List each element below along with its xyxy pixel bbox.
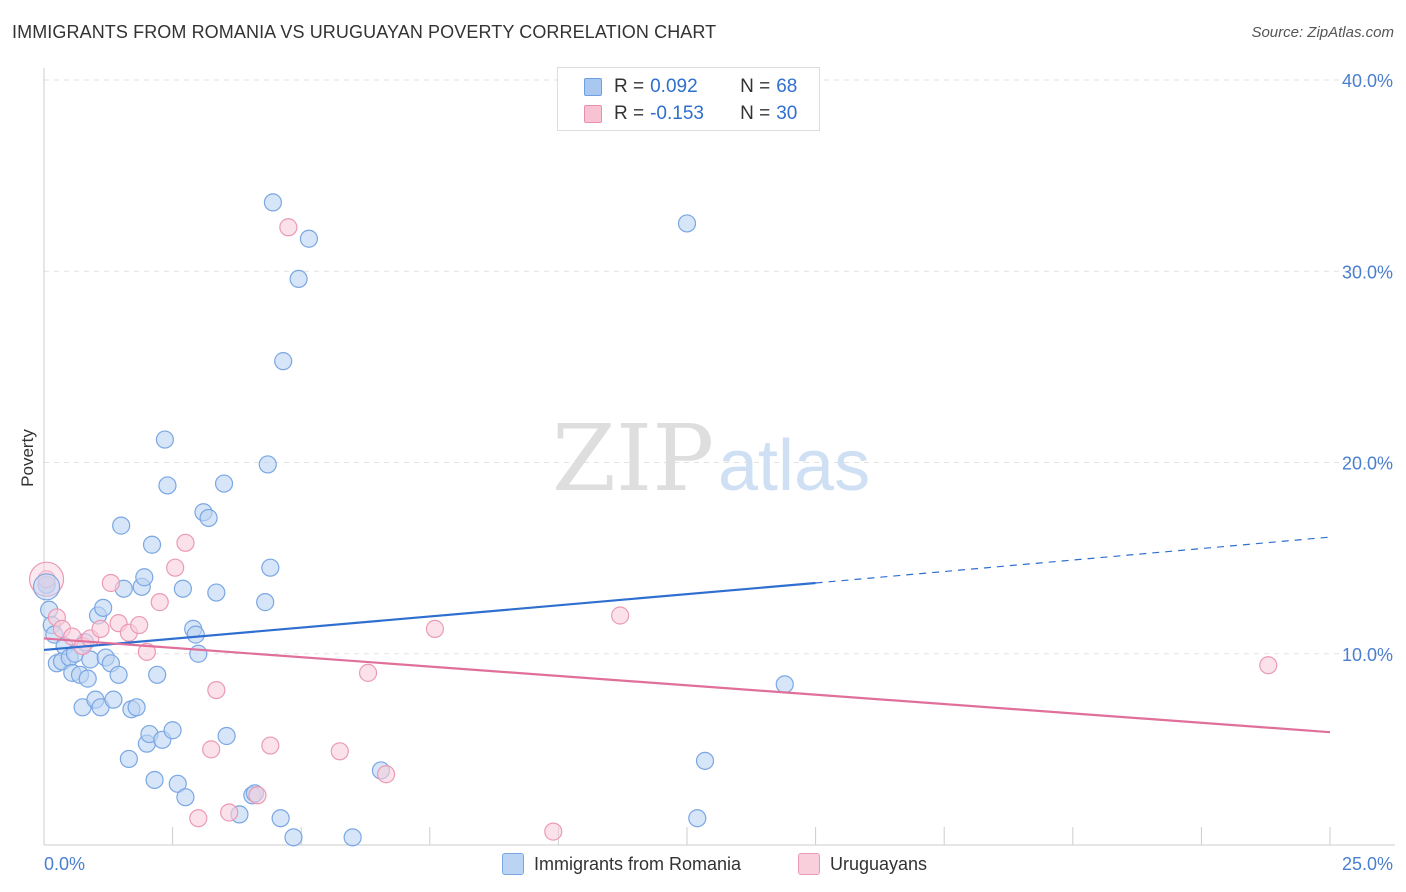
point-uruguayans-15: [189, 809, 208, 828]
point-romania-48: [214, 474, 234, 493]
y-tick-label: 30.0%: [1342, 262, 1393, 282]
point-uruguayans-19: [248, 786, 267, 805]
point-uruguayans-12: [150, 593, 169, 612]
point-uruguayans-18: [220, 803, 239, 822]
bottom-legend-swatch-romania: [502, 853, 524, 875]
point-uruguayans-27: [611, 606, 630, 625]
legend-swatch-romania: [584, 78, 602, 96]
point-romania-27: [127, 698, 146, 717]
point-romania-29: [135, 568, 154, 587]
legend-r-value: -0.153: [650, 103, 704, 124]
tick-labels: 10.0% 20.0% 30.0% 40.0% 0.0% 25.0%: [44, 71, 1393, 874]
legend-n-value: 30: [776, 103, 798, 124]
point-romania-61: [299, 229, 319, 248]
point-uruguayans-14: [176, 533, 195, 552]
point-romania-37: [158, 476, 177, 495]
watermark-atlas: atlas: [718, 426, 870, 506]
bottom-legend-romania: Immigrants from Romania: [502, 850, 741, 878]
point-romania-21: [104, 690, 123, 709]
point-uruguayans-7: [101, 573, 120, 593]
point-romania-34: [148, 665, 167, 684]
point-romania-47: [207, 583, 226, 602]
point-romania-18: [94, 598, 113, 617]
point-uruguayans-16: [202, 740, 221, 759]
point-romania-13: [78, 669, 97, 688]
point-romania-58: [274, 352, 293, 371]
point-romania-22: [109, 665, 128, 684]
point-romania-64: [677, 214, 697, 233]
y-tick-label: 10.0%: [1342, 645, 1393, 665]
point-uruguayans-20: [261, 736, 280, 755]
point-romania-33: [145, 770, 164, 790]
point-romania-40: [173, 579, 192, 598]
point-romania-49: [217, 726, 236, 746]
watermark: ZIP atlas: [552, 405, 870, 512]
point-romania-43: [186, 625, 205, 644]
point-uruguayans-13: [166, 558, 185, 577]
legend-n-value: 68: [776, 76, 798, 97]
legend-n-label: N =: [740, 76, 771, 97]
point-uruguayans-25: [425, 619, 445, 638]
point-romania-67: [775, 675, 794, 694]
point-uruguayans-28: [1259, 656, 1278, 675]
point-romania-46: [199, 508, 218, 528]
point-romania-65: [688, 809, 707, 828]
point-uruguayans-24: [376, 765, 396, 784]
correlation-legend: R = 0.092 N = 68 R = -0.153 N = 30: [557, 67, 820, 131]
legend-r-value: 0.092: [650, 76, 698, 97]
point-uruguayans-11: [137, 642, 156, 661]
point-romania-57: [271, 809, 290, 828]
point-uruguayans-23: [358, 663, 378, 682]
point-romania-56: [263, 193, 283, 212]
point-uruguayans-22: [330, 742, 349, 761]
axes: [43, 68, 1395, 846]
point-romania-large: [32, 573, 61, 601]
point-romania-53: [256, 593, 275, 612]
legend-r-label: R =: [614, 76, 645, 97]
bottom-legend-label-uruguayans: Uruguayans: [830, 853, 928, 874]
point-romania-38: [163, 721, 182, 740]
y-tick-label: 40.0%: [1342, 71, 1393, 91]
bottom-legend-uruguayans: Uruguayans: [798, 850, 927, 878]
point-romania-54: [258, 455, 277, 474]
point-romania-59: [284, 828, 303, 847]
point-romania-41: [176, 788, 195, 807]
trend-line-romania-extension: [815, 536, 1331, 584]
point-romania-60: [289, 269, 308, 288]
legend-r-label: R =: [614, 103, 645, 124]
point-romania-36: [155, 430, 174, 449]
legend-row-uruguayans: R = -0.153 N = 30: [584, 101, 797, 127]
trend-line-romania: [43, 581, 816, 652]
trend-line-uruguayans: [43, 637, 1331, 734]
grid-lines: [44, 79, 1395, 655]
x-tick-label: 0.0%: [44, 854, 85, 874]
point-uruguayans-6: [91, 619, 110, 638]
point-uruguayans-17: [207, 680, 226, 700]
point-romania-32: [142, 535, 162, 554]
bottom-legend-label-romania: Immigrants from Romania: [534, 853, 742, 874]
legend-swatch-uruguayans: [584, 105, 602, 123]
watermark-zip: ZIP: [552, 405, 714, 512]
x-tick-label: 25.0%: [1342, 854, 1393, 874]
y-axis-label: Poverty: [18, 429, 37, 487]
chart-source: Source: ZipAtlas.com: [1251, 24, 1394, 41]
legend-row-romania: R = 0.092 N = 68: [584, 74, 797, 100]
point-uruguayans-10: [130, 615, 149, 635]
chart-title: IMMIGRANTS FROM ROMANIA VS URUGUAYAN POV…: [12, 22, 717, 42]
data-points: [28, 193, 1278, 847]
point-romania-39: [168, 774, 187, 793]
point-uruguayans-21: [279, 218, 298, 237]
point-romania-25: [119, 749, 138, 769]
point-romania-44: [189, 644, 208, 663]
point-romania-55: [261, 558, 280, 577]
bottom-legend-swatch-uruguayans: [798, 853, 820, 875]
trend-lines: [43, 536, 1331, 734]
y-tick-label: 20.0%: [1342, 454, 1393, 474]
point-romania-62: [343, 828, 362, 847]
point-romania-23: [112, 516, 131, 535]
point-uruguayans-26: [544, 822, 563, 841]
legend-n-label: N =: [740, 103, 771, 124]
point-romania-66: [695, 751, 715, 770]
